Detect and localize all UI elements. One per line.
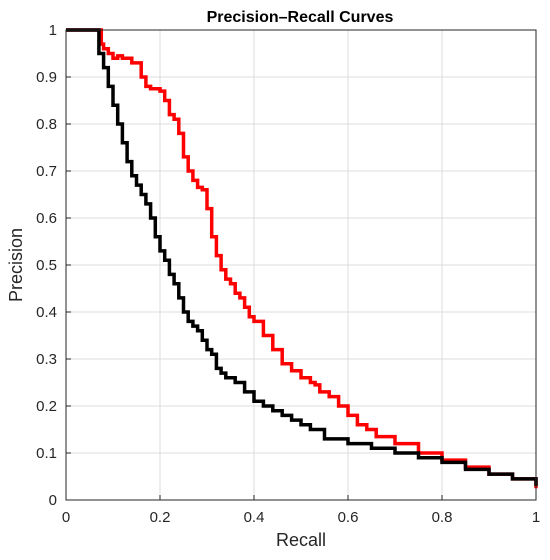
y-tick-label: 1 [49, 22, 57, 39]
y-tick-label: 0.2 [36, 398, 57, 415]
y-axis-label: Precision [6, 228, 26, 302]
x-tick-label: 0.2 [150, 509, 171, 526]
x-tick-label: 0.8 [432, 509, 453, 526]
y-tick-label: 0.8 [36, 116, 57, 133]
x-tick-label: 0.4 [244, 509, 265, 526]
grid-lines [65, 29, 537, 501]
x-tick-label: 0.6 [338, 509, 359, 526]
y-tick-label: 0 [49, 492, 57, 509]
y-tick-label: 0.4 [36, 304, 57, 321]
series-line-1 [66, 28, 538, 486]
series-group [66, 28, 538, 489]
x-axis-label: Recall [276, 530, 326, 550]
x-tick-label: 1 [532, 509, 540, 526]
y-tick-label: 0.9 [36, 69, 57, 86]
x-tick-label: 0 [62, 509, 70, 526]
y-tick-label: 0.3 [36, 351, 57, 368]
y-tick-label: 0.7 [36, 163, 57, 180]
chart-title: Precision–Recall Curves [207, 9, 394, 26]
series-line-0 [66, 28, 538, 489]
axis-ticks: 0 0.2 0.4 0.6 0.8 1 0 0.1 0.2 0.3 0.4 0.5 0.6 0.7 0.8 0… [36, 22, 540, 526]
y-tick-label: 0.1 [36, 445, 57, 462]
y-tick-label: 0.6 [36, 210, 57, 227]
y-tick-label: 0.5 [36, 257, 57, 274]
